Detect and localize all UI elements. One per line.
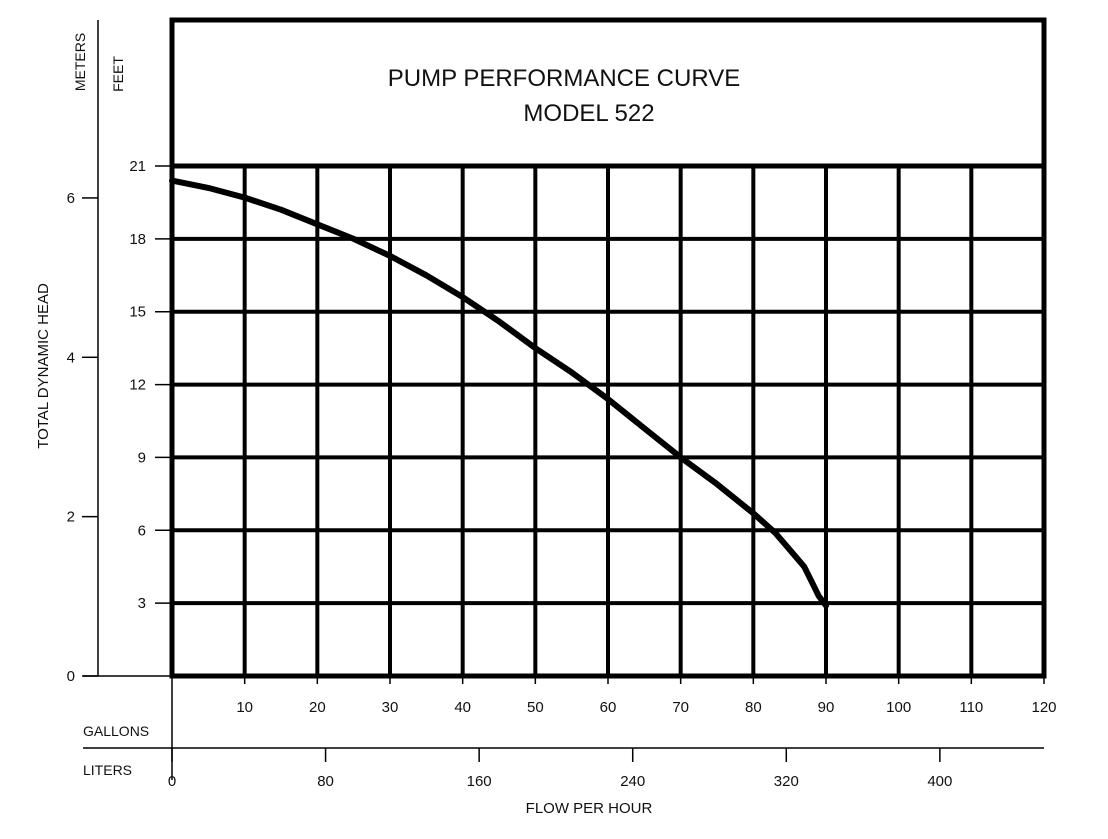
y-tick-label: 3 xyxy=(138,595,146,612)
y-tick-label: 15 xyxy=(129,304,146,321)
y-unit-feet: FEET xyxy=(110,56,126,92)
chart-title: PUMP PERFORMANCE CURVE xyxy=(388,65,741,92)
labels: PUMP PERFORMANCE CURVE MODEL 522 TOTAL D… xyxy=(35,33,1057,817)
y-tick-label: 9 xyxy=(138,449,146,466)
y-tick-label: 21 xyxy=(129,158,146,175)
y2-tick-label: 4 xyxy=(67,349,75,366)
x-tick-label: 90 xyxy=(818,699,835,716)
y-tick-label: 6 xyxy=(138,522,146,539)
x2-tick-label: 0 xyxy=(168,773,176,790)
x-unit-gallons: GALLONS xyxy=(83,723,149,739)
y-axis-title: TOTAL DYNAMIC HEAD xyxy=(35,283,52,449)
x2-tick-label: 400 xyxy=(927,773,952,790)
y2-tick-label: 6 xyxy=(67,190,75,207)
x-tick-label: 30 xyxy=(382,699,399,716)
x2-tick-label: 80 xyxy=(317,773,334,790)
x-tick-label: 40 xyxy=(454,699,471,716)
x-tick-label: 20 xyxy=(309,699,326,716)
x-tick-label: 60 xyxy=(600,699,617,716)
y-tick-label: 18 xyxy=(129,231,146,248)
chart-subtitle: MODEL 522 xyxy=(523,100,654,127)
x-tick-label: 100 xyxy=(886,699,911,716)
curve-layer xyxy=(169,177,829,609)
y-tick-label: 12 xyxy=(129,377,146,394)
x-tick-label: 70 xyxy=(672,699,689,716)
y2-tick-label: 0 xyxy=(67,668,75,685)
x-unit-liters: LITERS xyxy=(83,762,132,778)
grid-lines xyxy=(169,17,1047,679)
x-tick-label: 110 xyxy=(959,699,983,716)
performance-curve-line xyxy=(169,177,829,609)
x-tick-label: 80 xyxy=(745,699,762,716)
x-axis-title: FLOW PER HOUR xyxy=(526,800,653,817)
x-tick-label: 10 xyxy=(236,699,253,716)
y2-tick-label: 2 xyxy=(67,509,75,526)
axes xyxy=(82,20,1045,780)
y-unit-meters: METERS xyxy=(72,33,88,91)
x2-tick-label: 240 xyxy=(620,773,645,790)
x2-tick-label: 320 xyxy=(774,773,799,790)
x-tick-label: 50 xyxy=(527,699,544,716)
x2-tick-label: 160 xyxy=(467,773,492,790)
x-tick-label: 120 xyxy=(1031,699,1056,716)
